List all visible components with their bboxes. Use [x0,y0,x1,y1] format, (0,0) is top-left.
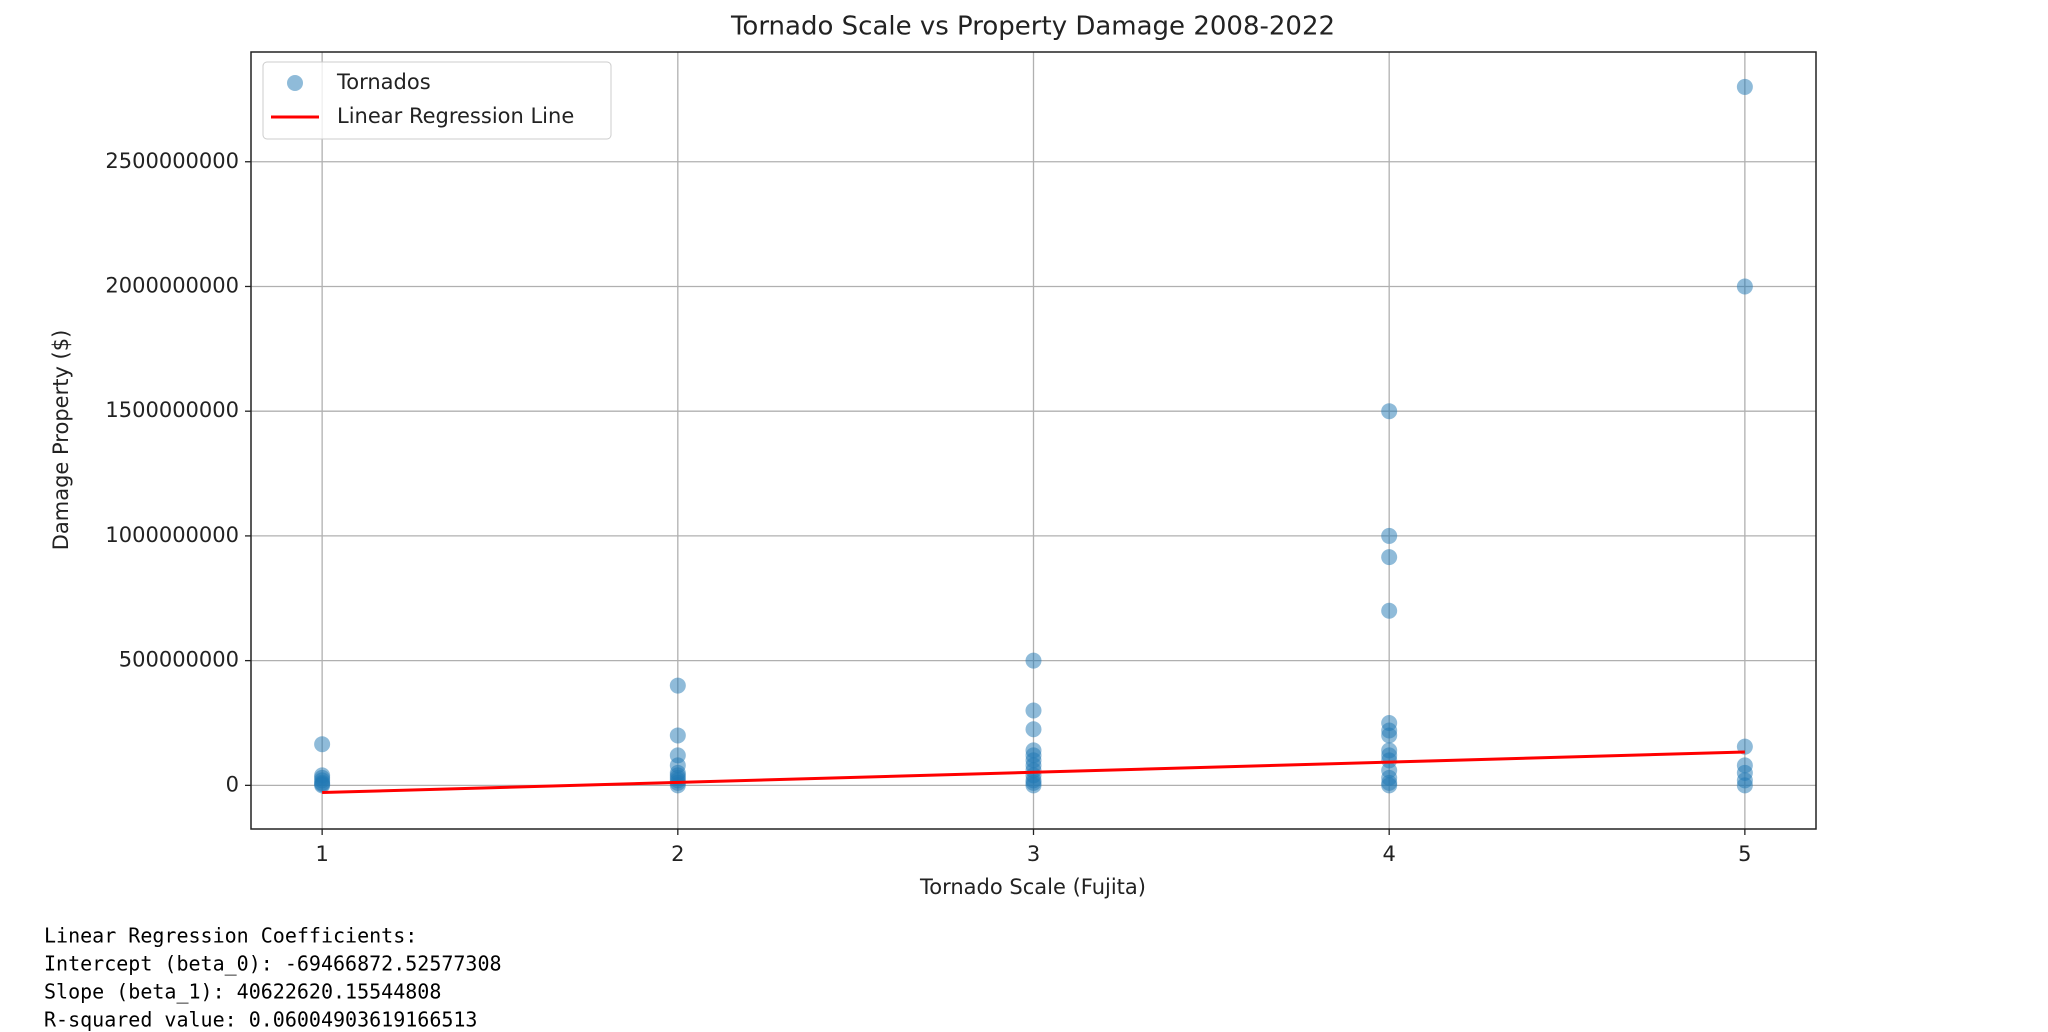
scatter-point [669,727,686,744]
legend-marker [287,75,303,91]
scatter-point [314,736,331,753]
legend-label: Tornados [336,70,431,94]
x-tick-label: 2 [671,842,684,866]
marks [314,78,1753,795]
annotation: R-squared value: 0.06004903619166513 [44,1008,477,1032]
y-tick-label: 500000000 [119,648,239,672]
scatter-point [1381,727,1398,744]
legend-box [262,61,612,140]
y-tick-label: 1500000000 [105,398,239,422]
scatter-point [1736,278,1753,295]
annotation: Intercept (beta_0): -69466872.52577308 [44,952,502,976]
scatter-point [1025,721,1042,738]
notes: Linear Regression Coefficients: Intercept… [44,924,502,1032]
y-tick-label: 2500000000 [105,149,239,173]
scatter-point [1381,602,1398,619]
y-tick-label: 2000000000 [105,273,239,297]
scatter-point [1381,527,1398,544]
legend: Tornados Linear Regression Line [262,61,612,140]
grid: 1 2 3 4 5 0 500000000 1000000000 1500000000 20000… [105,52,1816,866]
y-axis-label: Damage Property ($) [49,330,73,551]
legend-label: Linear Regression Line [337,104,574,128]
y-tick-label: 1000000000 [105,523,239,547]
scatter-point [314,777,331,794]
annotation: Linear Regression Coefficients: [44,924,417,948]
plot-frame [250,51,1817,830]
scatter-point [1025,777,1042,794]
chart-title: Tornado Scale vs Property Damage 2008-20… [730,12,1335,42]
scatter-point [1025,652,1042,669]
regression-line [322,750,1745,795]
scatter-point [1736,78,1753,95]
annotation: Slope (beta_1): 40622620.15544808 [44,980,441,1004]
scatter-point [1381,549,1398,566]
x-tick-label: 3 [1027,842,1040,866]
y-tick-label: 0 [226,772,239,796]
x-tick-label: 1 [315,842,328,866]
x-tick-label: 5 [1738,842,1751,866]
scatter-point [1381,403,1398,420]
scatter-point [1025,702,1042,719]
scatter-point [1736,777,1753,794]
scatter-point [669,677,686,694]
x-axis-label: Tornado Scale (Fujita) [919,875,1146,899]
x-tick-label: 4 [1382,842,1395,866]
scatter-point [1381,777,1398,794]
scatter-point [669,777,686,794]
